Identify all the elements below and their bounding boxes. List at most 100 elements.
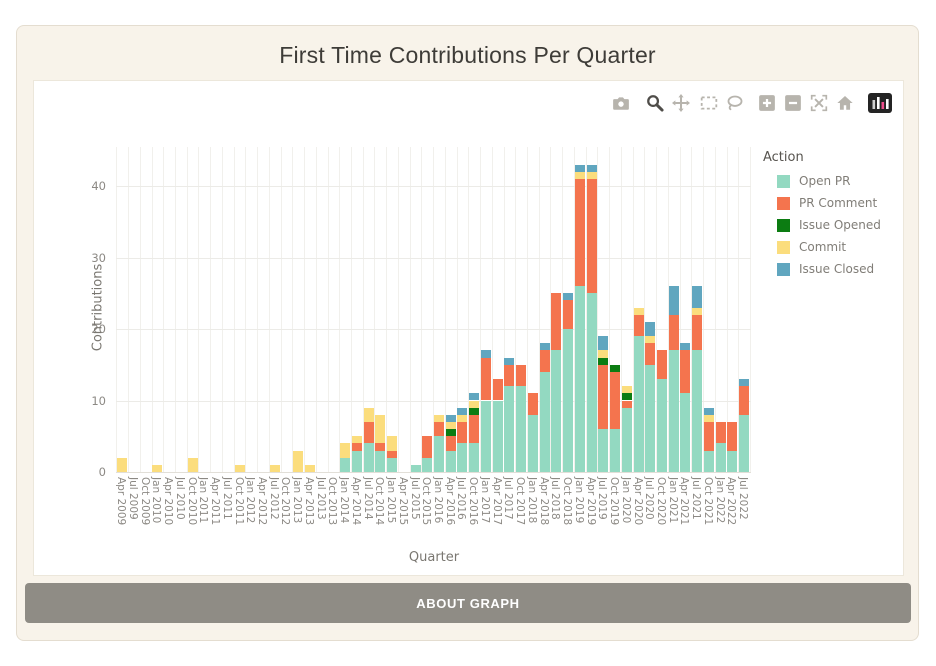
y-tick-label: 20 [91,322,106,336]
gridline-vertical [292,147,294,472]
x-tick-label: Jul 2012 [267,477,280,520]
bar-segment [668,350,679,472]
legend-item-label: Issue Closed [799,262,875,276]
gridline-vertical [374,147,376,472]
bar-segment [668,286,679,315]
gridline-vertical [749,147,751,472]
bar-segment [457,407,468,415]
gridline-vertical [703,147,705,472]
bar-segment [633,336,644,472]
x-tick-label: Oct 2009 [138,477,151,526]
legend-swatch-icon [777,218,790,232]
about-graph-button[interactable]: ABOUT GRAPH [25,583,911,623]
gridline-vertical [362,147,364,472]
gridline-vertical [632,147,634,472]
x-tick-label: Jan 2022 [713,477,726,524]
bar-segment [727,421,738,451]
zoom-in-icon[interactable] [758,94,778,114]
bar-segment [117,457,128,472]
legend-item-pr-comment[interactable]: PR Comment [763,196,913,210]
gridline-vertical [268,147,270,472]
x-tick-label: Apr 2015 [396,477,409,526]
bar-segment [692,314,703,351]
gridline-vertical [128,147,130,472]
gridline-vertical [644,147,646,472]
bar-segment [504,364,515,387]
legend-item-label: Issue Opened [799,218,881,232]
x-tick-label: Jan 2016 [432,477,444,524]
bar-segment [633,314,644,337]
x-tick-label: Jan 2018 [525,477,538,524]
x-tick-label: Jan 2020 [619,477,632,524]
gridline-vertical [421,147,423,472]
bar-segment [375,443,386,451]
bar-segment [645,343,656,365]
gridline-vertical [515,147,517,472]
gridline-vertical [233,147,235,472]
x-tick-label: Jan 2019 [572,477,585,524]
x-tick-label: Jan 2015 [385,477,398,524]
bar-segment [703,414,714,422]
bar-segment [645,364,656,472]
legend-item-open-pr[interactable]: Open PR [763,174,913,188]
pan-icon[interactable] [672,94,692,114]
bar-segment [363,443,374,472]
bar-segment [598,364,609,430]
bar-segment [680,343,691,351]
lasso-select-icon[interactable] [726,94,746,114]
x-tick-label: Oct 2021 [701,477,714,526]
legend-item-commit[interactable]: Commit [763,240,913,254]
camera-icon[interactable] [612,94,632,114]
x-tick-label: Oct 2018 [561,477,574,526]
bar-segment [610,429,621,472]
bar-segment [645,321,656,337]
bar-segment [527,414,538,472]
gridline-vertical [691,147,693,472]
bar-segment [527,393,538,415]
gridline-vertical [503,147,505,472]
x-tick-label: Oct 2012 [279,477,292,526]
gridline-vertical [139,147,141,472]
gridline-horizontal [116,257,751,259]
legend-title: Action [763,150,804,165]
autoscale-icon[interactable] [810,94,830,114]
x-tick-label: Oct 2016 [467,477,480,526]
bar-segment [375,450,386,472]
gridline-vertical [609,147,611,472]
gridline-vertical [620,147,622,472]
bar-segment [610,364,621,372]
reset-axes-home-icon[interactable] [836,94,856,114]
x-tick-label: Jan 2017 [478,477,491,524]
x-tick-label: Apr 2012 [255,477,268,526]
plotly-logo-icon[interactable] [868,93,892,113]
gridline-horizontal [116,186,751,187]
x-tick-label: Jul 2022 [737,477,750,520]
x-tick-label: Jul 2009 [126,477,139,520]
bar-segment [539,343,550,351]
bar-segment [351,443,362,451]
gridline-vertical [198,147,200,472]
bar-segment [152,464,163,472]
gridline-vertical [656,147,658,472]
bar-segment [703,450,714,472]
bar-segment [598,336,609,351]
gridline-vertical [468,147,470,472]
legend-item-issue-closed[interactable]: Issue Closed [763,262,913,276]
legend-item-issue-opened[interactable]: Issue Opened [763,218,913,232]
x-tick-label: Jul 2010 [173,477,186,520]
gridline-horizontal [116,400,751,402]
bar-segment [621,386,632,394]
x-tick-label: Oct 2020 [654,477,667,526]
zoom-out-icon[interactable] [784,94,804,114]
x-tick-label: Apr 2013 [302,477,315,526]
gridline-vertical [339,147,341,472]
gridline-vertical [573,147,575,472]
gridline-vertical [667,147,669,472]
zoom-icon[interactable] [646,94,666,114]
gridline-vertical [679,147,681,472]
box-select-icon[interactable] [700,94,720,114]
bar-segment [457,443,468,472]
gridline-vertical [444,147,446,472]
x-tick-label: Jul 2020 [643,477,656,520]
bar-segment [340,457,351,472]
